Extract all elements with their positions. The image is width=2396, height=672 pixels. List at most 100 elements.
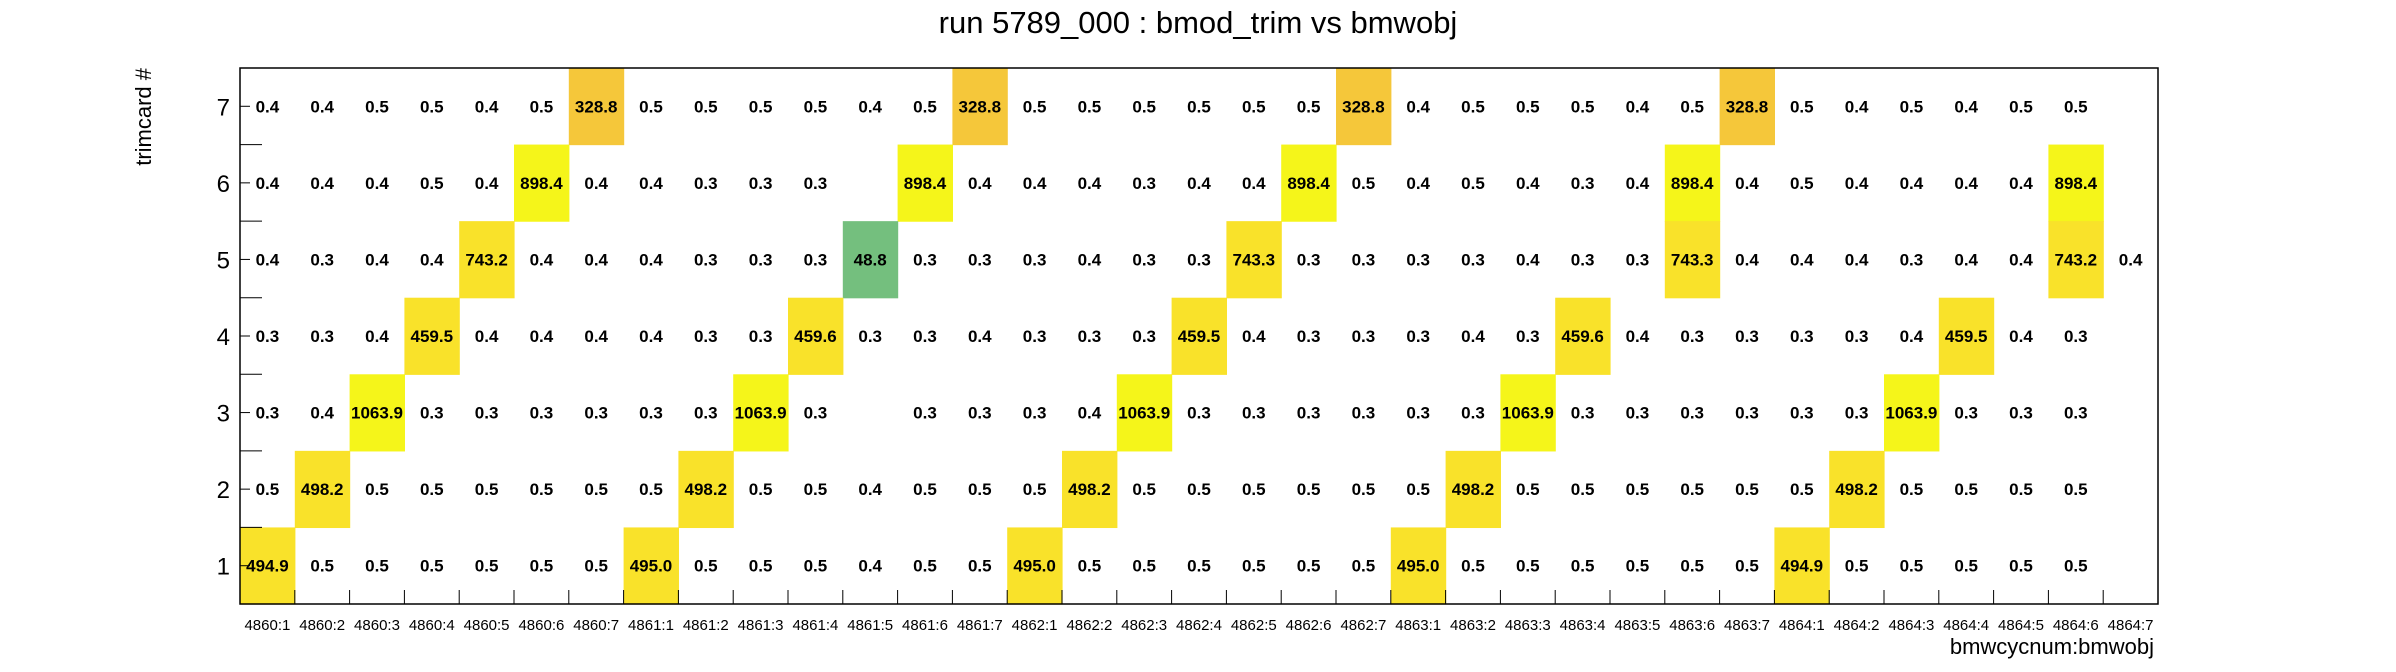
cell-value-label: 0.4: [1078, 174, 1102, 193]
cell-value-label: 0.3: [1571, 174, 1595, 193]
cell-value-label: 498.2: [685, 480, 728, 499]
cell-value-label: 0.5: [1954, 557, 1978, 576]
cell-value-label: 0.5: [1078, 557, 1102, 576]
cell-value-label: 0.5: [1352, 174, 1376, 193]
heatmap-cell-1-4863:1: [1390, 527, 1447, 605]
cell-value-label: 0.5: [1297, 480, 1321, 499]
heatmap-cell-5-4860:5: [459, 221, 515, 299]
cell-value-label: 495.0: [630, 557, 673, 576]
chart-title: run 5789_000 : bmod_trim vs bmwobj: [939, 5, 1458, 40]
x-tick-label: 4860:7: [573, 617, 619, 634]
heatmap-cell-2-4864:2: [1829, 450, 1885, 529]
cell-value-label: 0.5: [1735, 480, 1759, 499]
cell-value-label: 0.4: [310, 174, 334, 193]
cell-value-label: 0.5: [804, 480, 828, 499]
cell-value-label: 1063.9: [1502, 404, 1554, 423]
cell-value-label: 0.5: [2009, 557, 2033, 576]
x-tick-label: 4860:6: [518, 617, 564, 634]
x-tick-label: 4864:1: [1779, 617, 1825, 634]
cell-value-label: 0.5: [1023, 480, 1047, 499]
cell-value-label: 743.2: [465, 250, 508, 269]
cell-value-label: 0.4: [1516, 174, 1540, 193]
x-tick-label: 4860:2: [299, 617, 345, 634]
cell-value-label: 0.3: [1132, 250, 1156, 269]
cell-value-label: 0.4: [639, 327, 663, 346]
cell-value-label: 0.3: [804, 174, 828, 193]
heatmap-cell-1-4861:1: [623, 527, 679, 605]
heatmap-cell-6-4863:6: [1664, 144, 1721, 222]
cell-value-label: 0.4: [639, 174, 663, 193]
cell-value-label: 498.2: [1452, 480, 1495, 499]
cells-layer: [240, 68, 2104, 605]
cell-value-label: 0.5: [1626, 557, 1650, 576]
cell-value-label: 0.3: [310, 250, 334, 269]
x-tick-label: 4863:5: [1614, 617, 1660, 634]
cell-value-label: 0.5: [2009, 97, 2033, 116]
cell-value-label: 0.5: [1680, 97, 1704, 116]
cell-value-label: 0.4: [475, 327, 499, 346]
cell-value-label: 494.9: [246, 557, 289, 576]
cell-value-label: 0.4: [1461, 327, 1485, 346]
cell-value-label: 0.5: [1187, 557, 1211, 576]
cell-value-label: 0.3: [584, 404, 608, 423]
cell-value-label: 0.3: [1132, 174, 1156, 193]
cell-value-label: 0.4: [1626, 97, 1650, 116]
cell-value-label: 743.2: [2055, 250, 2098, 269]
heatmap-cell-2-4860:2: [294, 450, 351, 529]
cell-value-label: 0.4: [1406, 97, 1430, 116]
x-tick-label: 4863:4: [1560, 617, 1606, 634]
cell-value-label: 0.5: [1242, 557, 1266, 576]
heatmap-cell-1-4864:1: [1774, 527, 1830, 605]
cell-value-label: 1063.9: [351, 404, 403, 423]
cell-value-label: 0.4: [256, 174, 280, 193]
x-tick-label: 4861:4: [792, 617, 838, 634]
cell-value-label: 0.4: [1078, 404, 1102, 423]
x-tick-label: 4864:4: [1943, 617, 1989, 634]
x-tick-label: 4860:3: [354, 617, 400, 634]
cell-value-label: 0.5: [1900, 557, 1924, 576]
cell-value-label: 0.4: [365, 174, 389, 193]
cell-value-label: 0.4: [1626, 327, 1650, 346]
cell-value-label: 0.3: [2064, 404, 2088, 423]
cell-value-label: 494.9: [1781, 557, 1824, 576]
cell-value-label: 0.4: [858, 97, 882, 116]
y-tick-label: 7: [217, 94, 230, 121]
cell-value-label: 0.4: [365, 327, 389, 346]
cell-value-label: 0.3: [1297, 327, 1321, 346]
cell-value-label: 495.0: [1397, 557, 1440, 576]
cell-value-label: 0.4: [2009, 250, 2033, 269]
heatmap-cell-6-4864:6: [2048, 144, 2104, 222]
cell-value-label: 0.4: [1845, 97, 1869, 116]
cell-value-label: 459.6: [794, 327, 837, 346]
cell-value-label: 0.3: [1352, 250, 1376, 269]
cell-value-label: 459.5: [411, 327, 454, 346]
cell-value-label: 0.5: [913, 557, 937, 576]
x-tick-label: 4863:1: [1395, 617, 1441, 634]
heatmap-cell-3-4861:3: [733, 374, 789, 452]
cell-value-label: 0.3: [1735, 327, 1759, 346]
cell-value-label: 0.3: [749, 250, 773, 269]
cell-value-label: 0.5: [310, 557, 334, 576]
cell-value-label: 498.2: [301, 480, 344, 499]
cell-value-label: 0.5: [1132, 557, 1156, 576]
cell-value-label: 0.4: [310, 97, 334, 116]
cell-value-label: 0.5: [365, 97, 389, 116]
cell-value-label: 0.3: [694, 174, 718, 193]
x-tick-label: 4862:6: [1286, 617, 1332, 634]
cell-value-label: 0.5: [1680, 480, 1704, 499]
cell-value-label: 0.4: [530, 250, 554, 269]
cell-value-label: 0.4: [1023, 174, 1047, 193]
cell-value-label: 0.5: [420, 557, 444, 576]
cell-value-label: 0.5: [1790, 480, 1814, 499]
cell-value-label: 898.4: [904, 174, 947, 193]
cell-value-label: 0.3: [1516, 327, 1540, 346]
heatmap-cell-4-4862:4: [1171, 297, 1227, 375]
y-tick-label: 4: [217, 324, 230, 351]
cell-value-label: 0.3: [1900, 250, 1924, 269]
y-tick-label: 6: [217, 171, 230, 198]
x-tick-label: 4863:7: [1724, 617, 1770, 634]
heatmap-cell-3-4864:3: [1884, 374, 1940, 452]
cell-value-label: 0.4: [1735, 250, 1759, 269]
x-tick-label: 4863:3: [1505, 617, 1551, 634]
cell-value-label: 0.4: [420, 250, 444, 269]
